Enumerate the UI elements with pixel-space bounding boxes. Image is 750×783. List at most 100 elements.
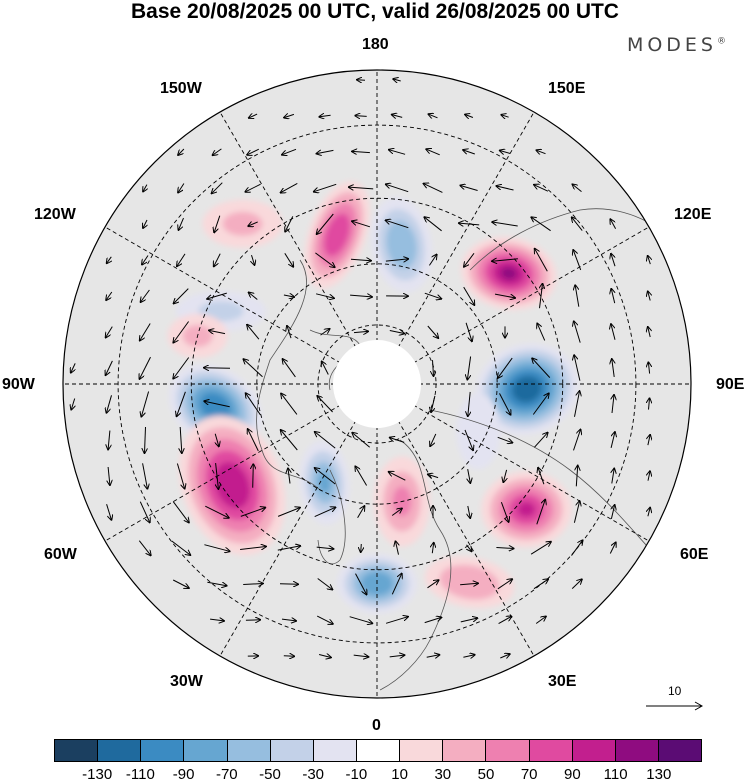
wind-vector	[536, 500, 545, 525]
lon-label-60e: 60E	[680, 546, 709, 563]
anomaly-high-60e	[179, 415, 286, 556]
colorbar-tick-label: 50	[477, 766, 495, 783]
wind-vector	[648, 292, 650, 301]
wind-vector	[612, 469, 614, 484]
wind-vector	[389, 150, 406, 155]
wind-vector	[431, 395, 436, 412]
anomaly-contour	[519, 382, 535, 396]
wind-vector	[315, 293, 334, 298]
wind-vector	[213, 148, 222, 155]
wind-vector	[179, 217, 184, 230]
wind-vector	[143, 184, 147, 192]
wind-vector	[465, 322, 472, 341]
wind-vector	[279, 584, 298, 585]
coastline-siberia	[429, 409, 661, 561]
wind-vector	[571, 540, 583, 556]
wind-vector	[497, 436, 513, 442]
wind-vector	[204, 544, 229, 552]
wind-vector	[427, 325, 438, 338]
wind-vector	[492, 222, 518, 227]
wind-vector	[430, 433, 437, 446]
wind-vector	[391, 509, 402, 516]
wind-vector	[207, 581, 226, 585]
graticule	[63, 70, 691, 698]
colorbar-tick-label: 10	[391, 766, 408, 783]
wind-vector	[532, 394, 548, 415]
wind-vector	[389, 655, 405, 657]
wind-vector	[249, 293, 258, 300]
anomaly-high-170e	[304, 181, 370, 289]
colorbar-tick-label: 30	[434, 766, 452, 783]
colorbar-ticks: -130 -110 -90 -70 -50 -30 -10 10 30 50 70 90 110 130	[54, 766, 702, 783]
coastline-north-america	[256, 259, 321, 491]
wind-vector	[243, 584, 263, 585]
wind-vector	[574, 321, 581, 343]
wind-vector	[393, 79, 401, 81]
wind-vector	[352, 221, 371, 228]
anomaly-high-120w	[461, 236, 557, 310]
wind-vector	[389, 472, 406, 481]
wind-vector	[427, 580, 439, 589]
wind-vector	[281, 394, 298, 415]
wind-vector	[212, 182, 223, 194]
meridian-line	[104, 383, 378, 542]
wind-vector	[532, 358, 551, 378]
lon-label-30e: 30E	[548, 673, 577, 690]
anomaly-low-90w	[475, 343, 579, 436]
wind-vector	[573, 184, 582, 192]
wind-vector	[106, 326, 113, 338]
vector-scale-arrow	[646, 701, 704, 711]
wind-vector	[318, 655, 331, 658]
wind-vector	[355, 467, 368, 486]
colorbar-segment	[658, 740, 702, 761]
lon-label-90w: 90W	[2, 376, 35, 393]
wind-vectors	[71, 79, 651, 658]
wind-vector	[180, 426, 182, 453]
wind-vector	[214, 253, 221, 267]
wind-vector	[361, 543, 362, 552]
wind-vector	[612, 359, 614, 377]
wind-vector	[176, 463, 184, 489]
colorbar-tick-label: -110	[125, 766, 155, 783]
wind-vector	[648, 435, 650, 446]
wind-vector	[281, 182, 298, 192]
wind-vector	[610, 432, 615, 449]
colorbar-tick-label: -30	[302, 766, 325, 783]
wind-vector	[535, 617, 546, 624]
wind-vector	[357, 80, 366, 81]
wind-vector	[494, 293, 515, 298]
wind-vector	[106, 504, 112, 520]
coastline-east-asia	[469, 208, 661, 271]
wind-vector	[317, 213, 334, 234]
wind-vector	[320, 329, 330, 336]
wind-vector	[174, 288, 189, 304]
wind-vector	[173, 357, 190, 379]
wind-vector	[391, 574, 401, 595]
wind-vector	[108, 466, 110, 485]
wind-vector	[248, 429, 259, 452]
wind-vector	[385, 259, 408, 261]
wind-vector	[216, 463, 219, 489]
colorbar-tick-label: 130	[646, 766, 672, 783]
colorbar-tick-label: -90	[172, 766, 195, 783]
wind-vector	[178, 183, 185, 193]
lon-label-120w: 120W	[34, 206, 76, 223]
colorbar-tick-label: 70	[520, 766, 538, 783]
wind-vector	[530, 542, 551, 555]
colorbar-segment	[313, 740, 357, 761]
colorbar-tick-label: 110	[603, 766, 628, 783]
colorbar-segment	[615, 740, 659, 761]
wind-vector	[390, 438, 405, 443]
wind-vector	[611, 505, 614, 520]
wind-vector	[353, 331, 368, 332]
colorbar-segment	[356, 740, 401, 761]
wind-vector	[349, 616, 373, 624]
wind-vector	[396, 541, 399, 555]
map-border	[62, 69, 692, 699]
anomaly-contour	[223, 473, 242, 497]
wind-vector	[177, 391, 186, 416]
colorbar-tick-label: -70	[215, 766, 238, 783]
wind-vector	[71, 363, 75, 372]
wind-vector	[142, 463, 148, 488]
wind-vector	[424, 617, 442, 624]
